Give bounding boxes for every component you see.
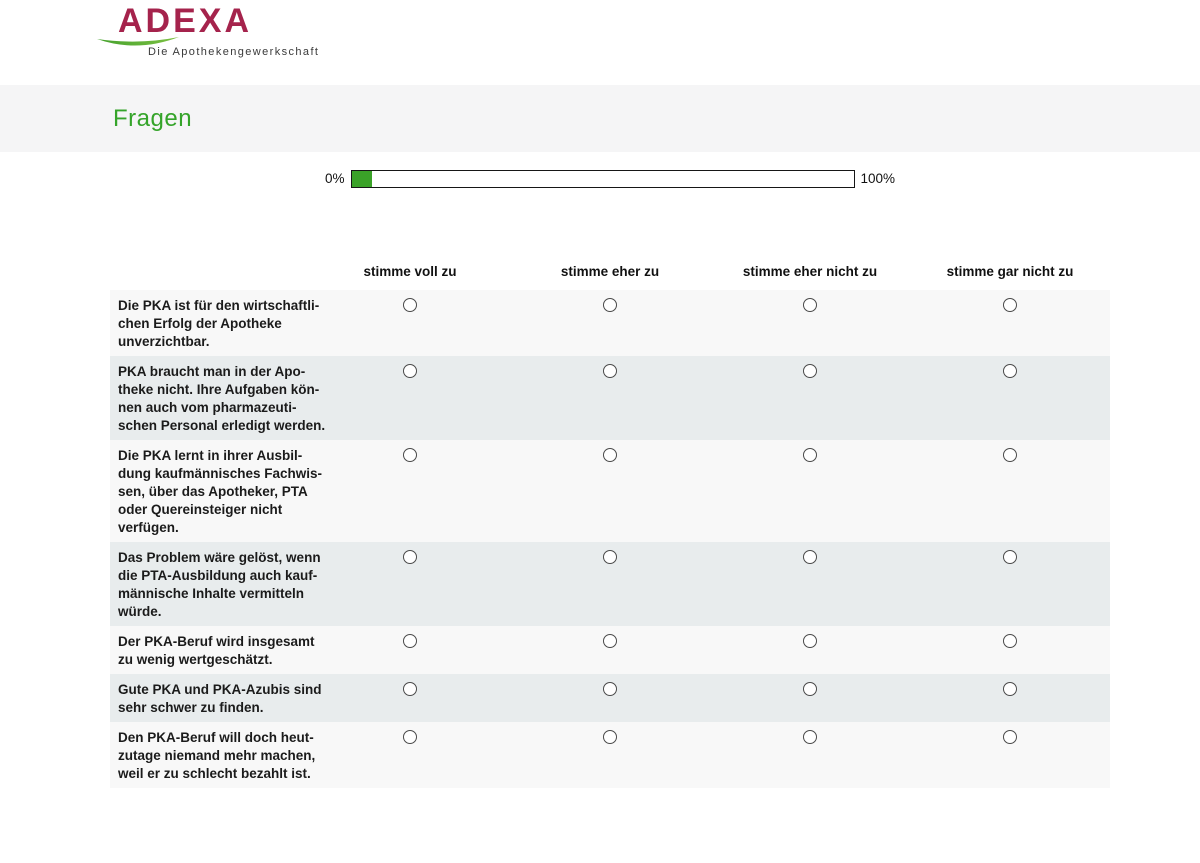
logo-swoosh-icon xyxy=(97,37,179,46)
survey-row: Der PKA-Beruf wird insgesamt zu wenig we… xyxy=(110,626,1110,674)
radio-stimme-voll-zu[interactable] xyxy=(403,550,417,564)
statement-text: Der PKA-Beruf wird insgesamt zu wenig we… xyxy=(118,634,315,667)
radio-stimme-eher-zu[interactable] xyxy=(603,634,617,648)
statement-text: Die PKA lernt in ihrer Ausbil- dung kauf… xyxy=(118,448,323,535)
radio-stimme-eher-zu[interactable] xyxy=(603,298,617,312)
radio-stimme-gar-nicht-zu[interactable] xyxy=(1003,682,1017,696)
column-header-stimme-gar-nicht-zu: stimme gar nicht zu xyxy=(946,264,1074,279)
survey-row: Den PKA-Beruf will doch heut- zutage nie… xyxy=(110,722,1110,788)
progress-section: 0% 100% xyxy=(325,169,895,188)
radio-stimme-eher-zu[interactable] xyxy=(603,448,617,462)
column-header-stimme-voll-zu: stimme voll zu xyxy=(363,264,457,279)
radio-stimme-eher-nicht-zu[interactable] xyxy=(803,364,817,378)
radio-stimme-eher-nicht-zu[interactable] xyxy=(803,550,817,564)
page-header: ADEXA Die Apothekengewerkschaft xyxy=(0,0,1200,85)
statement-text: Die PKA ist für den wirtschaftli- chen E… xyxy=(118,298,320,349)
radio-stimme-gar-nicht-zu[interactable] xyxy=(1003,550,1017,564)
statement-text: Gute PKA und PKA-Azubis sind sehr schwer… xyxy=(118,682,322,715)
radio-stimme-voll-zu[interactable] xyxy=(403,448,417,462)
progress-min-label: 0% xyxy=(325,171,345,186)
column-header-stimme-eher-nicht-zu: stimme eher nicht zu xyxy=(742,264,878,279)
radio-stimme-gar-nicht-zu[interactable] xyxy=(1003,730,1017,744)
radio-stimme-eher-nicht-zu[interactable] xyxy=(803,448,817,462)
radio-stimme-voll-zu[interactable] xyxy=(403,298,417,312)
radio-stimme-eher-nicht-zu[interactable] xyxy=(803,730,817,744)
radio-stimme-eher-zu[interactable] xyxy=(603,364,617,378)
survey-row: PKA braucht man in der Apo- theke nicht.… xyxy=(110,356,1110,440)
radio-stimme-gar-nicht-zu[interactable] xyxy=(1003,298,1017,312)
radio-stimme-eher-nicht-zu[interactable] xyxy=(803,298,817,312)
survey-row: Gute PKA und PKA-Azubis sind sehr schwer… xyxy=(110,674,1110,722)
radio-stimme-eher-nicht-zu[interactable] xyxy=(803,682,817,696)
radio-stimme-gar-nicht-zu[interactable] xyxy=(1003,634,1017,648)
radio-stimme-eher-zu[interactable] xyxy=(603,730,617,744)
statement-text: PKA braucht man in der Apo- theke nicht.… xyxy=(118,364,326,433)
radio-stimme-voll-zu[interactable] xyxy=(403,364,417,378)
survey-row: Das Problem wäre gelöst, wenn die PTA-Au… xyxy=(110,542,1110,626)
page-title: Fragen xyxy=(113,104,193,132)
radio-stimme-gar-nicht-zu[interactable] xyxy=(1003,448,1017,462)
radio-stimme-voll-zu[interactable] xyxy=(403,730,417,744)
radio-stimme-eher-zu[interactable] xyxy=(603,550,617,564)
radio-stimme-voll-zu[interactable] xyxy=(403,682,417,696)
survey-matrix: stimme voll zu stimme eher zu stimme ehe… xyxy=(110,262,1110,788)
logo-tagline: Die Apothekengewerkschaft xyxy=(148,46,320,58)
statement-text: Das Problem wäre gelöst, wenn die PTA-Au… xyxy=(118,550,321,619)
radio-stimme-eher-zu[interactable] xyxy=(603,682,617,696)
logo-text: ADEXA xyxy=(118,2,253,40)
statement-text: Den PKA-Beruf will doch heut- zutage nie… xyxy=(118,730,316,781)
survey-row: Die PKA ist für den wirtschaftli- chen E… xyxy=(110,290,1110,356)
radio-stimme-gar-nicht-zu[interactable] xyxy=(1003,364,1017,378)
adexa-logo: ADEXA Die Apothekengewerkschaft xyxy=(97,2,320,64)
progress-bar xyxy=(350,169,855,188)
matrix-header-row: stimme voll zu stimme eher zu stimme ehe… xyxy=(110,262,1110,290)
column-header-stimme-eher-zu: stimme eher zu xyxy=(560,264,660,279)
radio-stimme-voll-zu[interactable] xyxy=(403,634,417,648)
title-band: Fragen xyxy=(0,85,1200,152)
radio-stimme-eher-nicht-zu[interactable] xyxy=(803,634,817,648)
survey-row: Die PKA lernt in ihrer Ausbil- dung kauf… xyxy=(110,440,1110,542)
progress-max-label: 100% xyxy=(860,171,896,186)
progress-fill xyxy=(351,170,372,187)
